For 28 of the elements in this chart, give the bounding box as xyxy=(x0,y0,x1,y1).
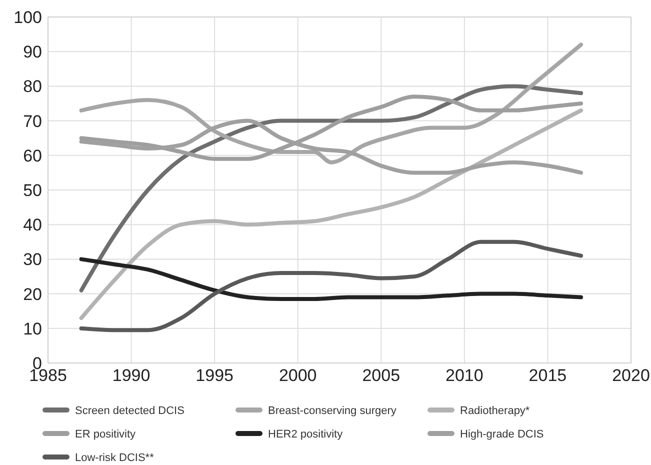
x-tick-label: 2010 xyxy=(446,366,484,385)
y-tick-label: 60 xyxy=(23,146,42,166)
y-tick-label: 80 xyxy=(23,77,42,96)
y-tick-label: 50 xyxy=(23,180,42,200)
x-tick-label: 2015 xyxy=(528,366,567,385)
line-series xyxy=(79,108,584,320)
line-series xyxy=(79,240,584,332)
legend-label: Low-risk DCIS** xyxy=(75,452,155,464)
y-tick-label: 10 xyxy=(23,319,42,338)
y-tick-label: 40 xyxy=(23,216,42,235)
y-tick-label: 90 xyxy=(23,42,42,62)
legend-label: Breast-conserving surgery xyxy=(268,404,397,417)
legend-label: HER2 positivity xyxy=(268,428,344,440)
legend-label: High-grade DCIS xyxy=(460,428,544,440)
legend-label: Screen detected DCIS xyxy=(75,404,184,417)
y-tick-label: 30 xyxy=(23,250,42,270)
line-series xyxy=(79,257,584,301)
x-tick-label: 1995 xyxy=(196,366,234,385)
x-tick-label: 2000 xyxy=(278,366,317,385)
y-tick-label: 70 xyxy=(23,112,42,131)
line-series xyxy=(79,84,584,292)
legend-label: Radiotherapy* xyxy=(460,404,530,417)
legend-label: ER positivity xyxy=(75,428,136,440)
x-tick-label: 2005 xyxy=(362,366,400,385)
x-tick-label: 1990 xyxy=(112,366,150,385)
x-tick-label: 2020 xyxy=(612,366,650,385)
y-tick-label: 100 xyxy=(14,8,42,27)
y-tick-label: 20 xyxy=(23,284,42,304)
